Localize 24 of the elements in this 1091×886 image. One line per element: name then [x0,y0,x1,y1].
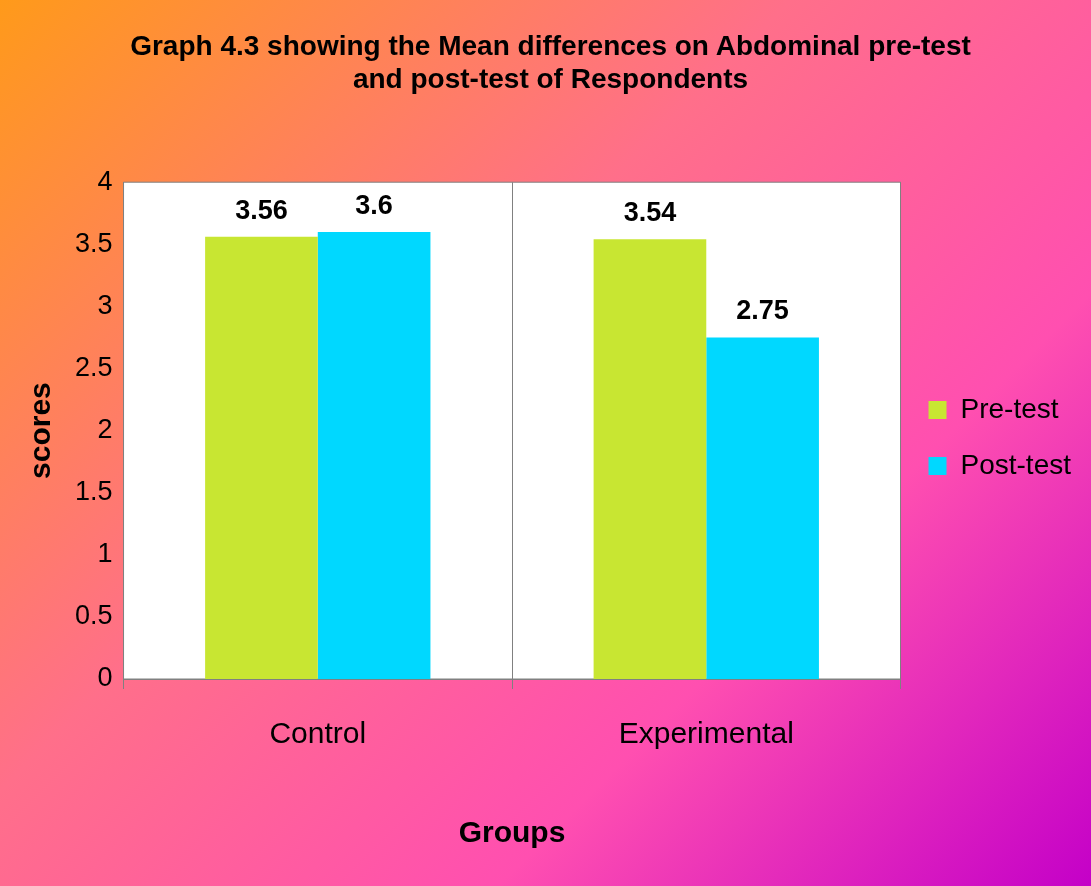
bar [317,231,431,679]
y-tick-label: 1 [97,538,113,569]
bar [706,337,819,679]
y-tick-label: 2 [97,414,113,445]
y-axis-title: scores [23,382,57,479]
x-axis-title: Groups [458,815,566,849]
y-tick-label: 1.5 [74,476,113,507]
data-label: 3.56 [235,194,288,225]
y-tick-label: 2.5 [74,351,113,382]
chart-title: Graph 4.3 showing the Mean differences on Abdominal pre-test and post-test of Respondents [130,29,971,95]
y-tick-label: 0.5 [74,600,113,631]
y-tick-label: 3.5 [74,227,113,258]
legend-label: Pre-test [960,392,1059,424]
x-tick-label: Experimental [618,716,794,750]
y-tick-label: 0 [97,662,113,693]
data-label: 2.75 [736,295,789,326]
x-tick-label: Control [269,716,367,750]
legend-label: Post-test [960,448,1072,480]
data-label: 3.54 [623,197,677,228]
bar [593,239,707,679]
y-tick-label: 4 [97,165,113,196]
data-label: 3.6 [355,189,393,220]
y-tick-label: 3 [97,289,113,320]
bar [205,236,318,679]
